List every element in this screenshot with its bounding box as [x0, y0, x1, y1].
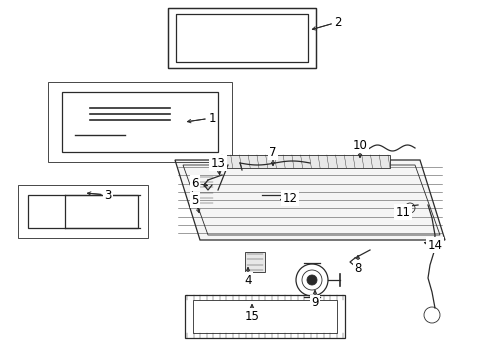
Text: 2: 2 — [334, 15, 341, 28]
Text: 13: 13 — [210, 157, 225, 170]
Text: 6: 6 — [191, 176, 198, 189]
Text: 11: 11 — [395, 206, 409, 219]
Text: 9: 9 — [311, 297, 318, 310]
Text: 3: 3 — [104, 189, 111, 202]
Circle shape — [306, 275, 316, 285]
Text: 7: 7 — [269, 145, 276, 158]
Polygon shape — [175, 160, 444, 240]
Text: 14: 14 — [427, 239, 442, 252]
Text: 4: 4 — [244, 274, 251, 287]
Text: 12: 12 — [282, 192, 297, 204]
Polygon shape — [62, 92, 218, 152]
Polygon shape — [28, 195, 138, 228]
Polygon shape — [220, 155, 389, 168]
Text: 15: 15 — [244, 310, 259, 323]
Text: 10: 10 — [352, 139, 366, 152]
Text: 5: 5 — [191, 194, 198, 207]
Text: 1: 1 — [208, 112, 215, 125]
Polygon shape — [244, 252, 264, 272]
Text: 8: 8 — [354, 261, 361, 274]
Polygon shape — [184, 295, 345, 338]
